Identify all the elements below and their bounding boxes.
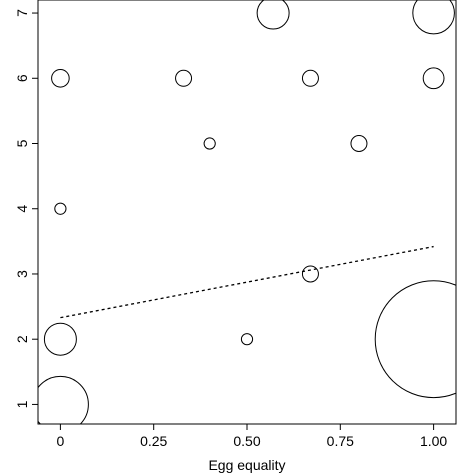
data-point-2 bbox=[54, 202, 67, 215]
y-tick-label: 2 bbox=[14, 335, 30, 343]
y-tick-label: 3 bbox=[14, 270, 30, 278]
x-tick-label: 0.25 bbox=[140, 433, 167, 449]
data-point-10 bbox=[350, 135, 368, 153]
x-axis: 0 0.25 0.50 0.75 1.00 bbox=[56, 424, 447, 449]
y-tick-label: 7 bbox=[14, 9, 30, 17]
points-layer bbox=[38, 0, 456, 424]
x-tick-label: 0.75 bbox=[327, 433, 354, 449]
x-axis-title: Egg equality bbox=[208, 457, 285, 473]
data-point-9 bbox=[301, 265, 319, 283]
x-tick-label: 0 bbox=[56, 433, 64, 449]
data-point-8 bbox=[301, 69, 319, 87]
x-tick-label: 1.00 bbox=[420, 433, 447, 449]
data-point-0 bbox=[38, 375, 89, 424]
data-point-12 bbox=[422, 67, 445, 90]
data-point-5 bbox=[203, 137, 216, 150]
data-point-7 bbox=[256, 0, 290, 30]
data-point-6 bbox=[240, 333, 254, 346]
y-tick-label: 6 bbox=[14, 74, 30, 82]
data-point-4 bbox=[175, 69, 193, 87]
y-tick-label: 4 bbox=[14, 205, 30, 213]
data-point-1 bbox=[43, 322, 77, 356]
data-point-13 bbox=[374, 280, 456, 399]
data-point-3 bbox=[51, 68, 70, 88]
x-tick-label: 0.50 bbox=[233, 433, 260, 449]
plot-frame bbox=[37, 0, 457, 425]
y-tick-label: 5 bbox=[14, 139, 30, 147]
data-point-11 bbox=[412, 0, 455, 35]
y-tick-label: 1 bbox=[14, 400, 30, 408]
y-axis: 1 2 3 4 5 6 7 bbox=[14, 9, 38, 408]
